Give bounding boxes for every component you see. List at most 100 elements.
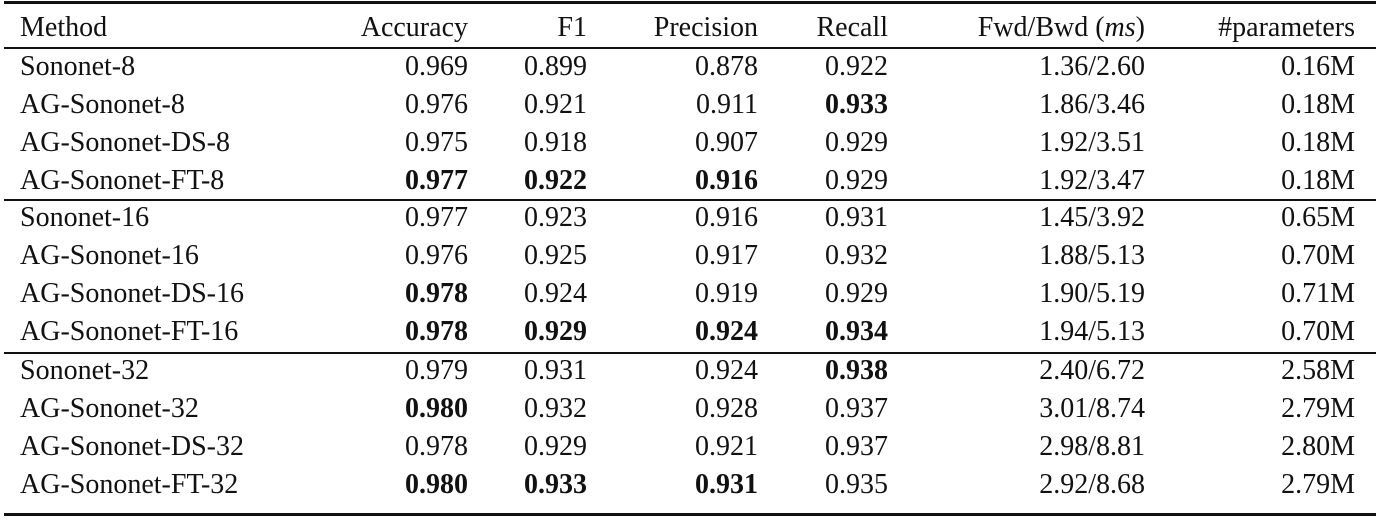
value-cell: 0.980 <box>405 393 468 424</box>
value-cell: 0.937 <box>825 393 888 424</box>
value-cell: 2.79M <box>1281 393 1355 424</box>
value-cell: 1.88/5.13 <box>1039 240 1145 271</box>
value-cell: 1.92/3.51 <box>1039 127 1145 158</box>
method-cell: AG-Sononet-DS-16 <box>20 278 244 309</box>
header-cell: #parameters <box>1218 12 1355 43</box>
top-rule <box>4 1 1376 4</box>
value-cell: 0.969 <box>405 51 468 82</box>
value-cell: 2.79M <box>1281 469 1355 500</box>
value-cell: 0.929 <box>524 316 587 347</box>
value-cell: 0.933 <box>825 89 888 120</box>
value-cell: 1.36/2.60 <box>1039 51 1145 82</box>
header-text: ms <box>1104 12 1136 43</box>
value-cell: 0.931 <box>524 355 587 386</box>
value-cell: 0.932 <box>524 393 587 424</box>
value-cell: 0.18M <box>1281 89 1355 120</box>
value-cell: 0.978 <box>405 431 468 462</box>
value-cell: 1.92/3.47 <box>1039 165 1145 196</box>
header-cell: Precision <box>653 12 758 43</box>
value-cell: 0.919 <box>695 278 758 309</box>
value-cell: 1.90/5.19 <box>1039 278 1145 309</box>
value-cell: 0.925 <box>524 240 587 271</box>
method-cell: AG-Sononet-16 <box>20 240 199 271</box>
value-cell: 0.923 <box>524 202 587 233</box>
value-cell: 0.929 <box>825 127 888 158</box>
method-cell: AG-Sononet-8 <box>20 89 185 120</box>
value-cell: 0.978 <box>405 278 468 309</box>
value-cell: 0.979 <box>405 355 468 386</box>
value-cell: 0.921 <box>695 431 758 462</box>
value-cell: 0.918 <box>524 127 587 158</box>
value-cell: 0.18M <box>1281 127 1355 158</box>
value-cell: 0.935 <box>825 469 888 500</box>
method-cell: Sononet-32 <box>20 355 150 386</box>
value-cell: 0.978 <box>405 316 468 347</box>
value-cell: 1.94/5.13 <box>1039 316 1145 347</box>
value-cell: 0.911 <box>696 89 758 120</box>
header-rule <box>4 47 1376 49</box>
value-cell: 3.01/8.74 <box>1039 393 1145 424</box>
method-cell: AG-Sononet-FT-16 <box>20 316 239 347</box>
value-cell: 0.917 <box>695 240 758 271</box>
value-cell: 0.933 <box>524 469 587 500</box>
value-cell: 1.45/3.92 <box>1039 202 1145 233</box>
value-cell: 0.907 <box>695 127 758 158</box>
value-cell: 0.65M <box>1281 202 1355 233</box>
header-cell: Accuracy <box>360 12 468 43</box>
method-cell: AG-Sononet-DS-32 <box>20 431 244 462</box>
method-cell: AG-Sononet-FT-8 <box>20 165 225 196</box>
value-cell: 0.71M <box>1281 278 1355 309</box>
value-cell: 0.938 <box>825 355 888 386</box>
value-cell: 0.937 <box>825 431 888 462</box>
value-cell: 0.924 <box>695 355 758 386</box>
method-cell: Sononet-16 <box>20 202 150 233</box>
value-cell: 0.899 <box>524 51 587 82</box>
header-text: ) <box>1135 12 1145 43</box>
group-rule <box>4 352 1376 354</box>
value-cell: 0.932 <box>825 240 888 271</box>
value-cell: 0.916 <box>695 202 758 233</box>
group-rule <box>4 199 1376 201</box>
value-cell: 0.70M <box>1281 316 1355 347</box>
method-cell: Sononet-8 <box>20 51 136 82</box>
value-cell: 0.929 <box>524 431 587 462</box>
value-cell: 2.40/6.72 <box>1039 355 1145 386</box>
value-cell: 0.931 <box>825 202 888 233</box>
value-cell: 0.921 <box>524 89 587 120</box>
value-cell: 0.916 <box>695 165 758 196</box>
value-cell: 0.878 <box>695 51 758 82</box>
value-cell: 0.980 <box>405 469 468 500</box>
value-cell: 0.977 <box>405 165 468 196</box>
value-cell: 2.58M <box>1281 355 1355 386</box>
method-cell: AG-Sononet-32 <box>20 393 199 424</box>
value-cell: 0.16M <box>1281 51 1355 82</box>
value-cell: 0.924 <box>524 278 587 309</box>
method-cell: AG-Sononet-DS-8 <box>20 127 230 158</box>
value-cell: 0.929 <box>825 278 888 309</box>
value-cell: 0.924 <box>695 316 758 347</box>
value-cell: 1.86/3.46 <box>1039 89 1145 120</box>
header-cell: Fwd/Bwd (ms) <box>978 10 1145 46</box>
value-cell: 0.928 <box>695 393 758 424</box>
value-cell: 0.922 <box>524 165 587 196</box>
method-cell: AG-Sononet-FT-32 <box>20 469 239 500</box>
value-cell: 0.18M <box>1281 165 1355 196</box>
value-cell: 0.931 <box>695 469 758 500</box>
value-cell: 2.92/8.68 <box>1039 469 1145 500</box>
value-cell: 0.934 <box>825 316 888 347</box>
value-cell: 0.922 <box>825 51 888 82</box>
header-cell: Recall <box>816 12 888 43</box>
value-cell: 0.977 <box>405 202 468 233</box>
value-cell: 2.80M <box>1281 431 1355 462</box>
header-text: Fwd/Bwd ( <box>977 12 1105 43</box>
value-cell: 0.976 <box>405 89 468 120</box>
bottom-rule <box>4 513 1376 516</box>
header-cell: F1 <box>557 12 587 43</box>
value-cell: 2.98/8.81 <box>1039 431 1145 462</box>
value-cell: 0.929 <box>825 165 888 196</box>
header-cell: Method <box>20 12 108 43</box>
value-cell: 0.975 <box>405 127 468 158</box>
value-cell: 0.70M <box>1281 240 1355 271</box>
value-cell: 0.976 <box>405 240 468 271</box>
